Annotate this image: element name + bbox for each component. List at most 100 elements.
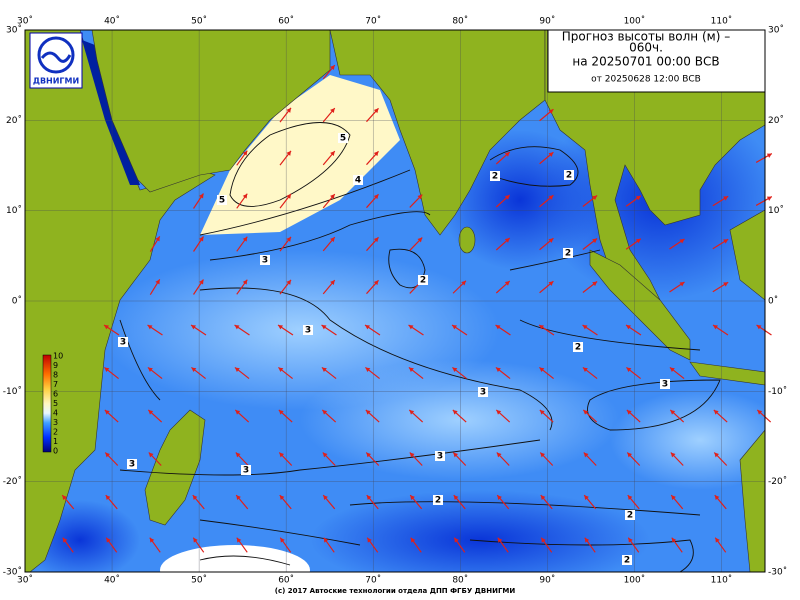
lat-tick-label: 20˚ bbox=[768, 115, 784, 126]
india bbox=[329, 30, 546, 236]
wave-arrow-head bbox=[497, 537, 503, 543]
wave-arrow-head bbox=[408, 367, 414, 373]
wave-arrow-head bbox=[548, 195, 554, 200]
wave-arrow-head bbox=[410, 537, 416, 543]
lat-tick-label: 20˚ bbox=[6, 115, 22, 126]
wave-arrow-head bbox=[279, 495, 285, 500]
wave-arrow-head bbox=[679, 239, 685, 244]
title-box: Прогноз высоты волн (м) – 060ч. на 20250… bbox=[547, 29, 766, 93]
colorbar-label: 9 bbox=[53, 361, 58, 370]
lat-tick-label: -30˚ bbox=[3, 567, 22, 578]
contour-label-bg bbox=[490, 171, 500, 181]
wave-arrow-head bbox=[104, 409, 110, 415]
wave-arrow-head bbox=[410, 495, 415, 500]
wave-arrow-head bbox=[234, 324, 240, 330]
contour-label-bg bbox=[563, 248, 573, 258]
wave-arrow-head bbox=[373, 151, 379, 157]
lon-tick-label: 110˚ bbox=[711, 16, 733, 27]
lon-tick-label: 50˚ bbox=[191, 16, 207, 27]
wave-arrow-head bbox=[504, 194, 510, 200]
logo: ДВНИГМИ bbox=[29, 32, 83, 89]
wave-arrow-head bbox=[242, 236, 248, 242]
wave-arrow-head bbox=[323, 495, 328, 500]
wave-arrow-head bbox=[365, 367, 371, 373]
wave-arrow-head bbox=[321, 367, 327, 373]
contour-label-bg bbox=[478, 387, 488, 397]
contour-label: 3 bbox=[120, 338, 126, 348]
contour-label-bg bbox=[217, 195, 227, 205]
colorbar-label: 4 bbox=[53, 409, 58, 418]
wave-arrow-head bbox=[279, 452, 285, 458]
wave-arrow-head bbox=[105, 452, 111, 458]
contour-label-bg bbox=[118, 337, 128, 347]
wave-arrow-head bbox=[452, 409, 458, 415]
title-line: 060ч. bbox=[629, 41, 663, 55]
title-background bbox=[547, 29, 766, 93]
wave-arrow-head bbox=[757, 409, 763, 415]
wave-arrow-head bbox=[234, 367, 240, 373]
wave-arrow-head bbox=[417, 194, 423, 200]
wave-arrow-head bbox=[584, 537, 590, 543]
wave-arrow-head bbox=[373, 237, 379, 243]
wave-arrow-head bbox=[199, 236, 204, 242]
contour-label: 3 bbox=[262, 256, 268, 266]
lon-tick-label: 80˚ bbox=[452, 16, 468, 27]
contour-label-bg bbox=[660, 379, 670, 389]
wave-arrow-head bbox=[191, 367, 197, 373]
lat-tick-label: -20˚ bbox=[768, 476, 787, 487]
wave-arrow-head bbox=[330, 108, 335, 113]
wave-arrow-head bbox=[504, 237, 510, 243]
wave-arrow-head bbox=[409, 452, 415, 458]
wave-arrow-head bbox=[149, 537, 155, 543]
wave-arrow-head bbox=[286, 107, 292, 113]
wave-arrow-head bbox=[105, 495, 111, 500]
wave-arrow-head bbox=[242, 193, 248, 199]
lon-tick-label: 100˚ bbox=[624, 575, 646, 586]
colorbar-label: 10 bbox=[53, 352, 63, 361]
wave-arrow-head bbox=[235, 409, 241, 415]
footer: (c) 2017 Автоские технологии отдела ДПП … bbox=[275, 587, 516, 595]
contour-label-bg bbox=[338, 133, 348, 143]
contour-label-bg bbox=[625, 510, 635, 520]
wave-arrow-head bbox=[669, 367, 675, 373]
wave-arrow-head bbox=[627, 452, 633, 458]
wave-arrow-head bbox=[627, 495, 633, 500]
wave-arrow-head bbox=[679, 282, 685, 287]
contour bbox=[199, 501, 701, 572]
wave-arrow-head bbox=[242, 279, 248, 285]
wave-arrow-head bbox=[236, 495, 241, 500]
wave-arrow-head bbox=[504, 151, 510, 157]
wave-arrow-head bbox=[766, 196, 772, 201]
contour-label-bg bbox=[435, 451, 445, 461]
wave-arrow-head bbox=[582, 324, 588, 330]
wave-arrow-head bbox=[373, 108, 379, 114]
wave-arrow-head bbox=[278, 367, 284, 373]
colorbar-label: 8 bbox=[53, 371, 58, 380]
contour-label: 2 bbox=[420, 276, 426, 286]
wave-arrow-head bbox=[713, 409, 719, 415]
wave-arrow-head bbox=[191, 324, 197, 330]
wave-arrow-head bbox=[670, 452, 676, 458]
lon-tick-label: 40˚ bbox=[104, 16, 120, 27]
wave-arrow-head bbox=[236, 537, 242, 543]
wave-arrow-head bbox=[497, 495, 502, 500]
wave-arrow-head bbox=[278, 324, 284, 330]
wave-arrow-head bbox=[104, 324, 110, 330]
wave-arrow-head bbox=[373, 194, 379, 200]
high-wave-zone bbox=[200, 75, 400, 235]
wave-arrow-head bbox=[192, 495, 198, 500]
wave-arrow-head bbox=[286, 150, 292, 156]
logo-wave bbox=[40, 51, 72, 63]
contour-label: 4 bbox=[355, 176, 361, 186]
contour-label: 3 bbox=[243, 466, 249, 476]
wave-arrow-head bbox=[199, 279, 204, 285]
wave-arrow-head bbox=[278, 409, 284, 415]
wave-arrow-head bbox=[584, 495, 589, 500]
wave-arrow-head bbox=[452, 367, 458, 373]
contour-label-bg bbox=[127, 459, 137, 469]
wave-arrow-head bbox=[713, 324, 719, 330]
contour-label: 2 bbox=[492, 172, 498, 182]
lat-tick-label: 0˚ bbox=[768, 296, 778, 307]
contour-label: 2 bbox=[624, 556, 630, 566]
wave-arrow-head bbox=[454, 537, 459, 543]
